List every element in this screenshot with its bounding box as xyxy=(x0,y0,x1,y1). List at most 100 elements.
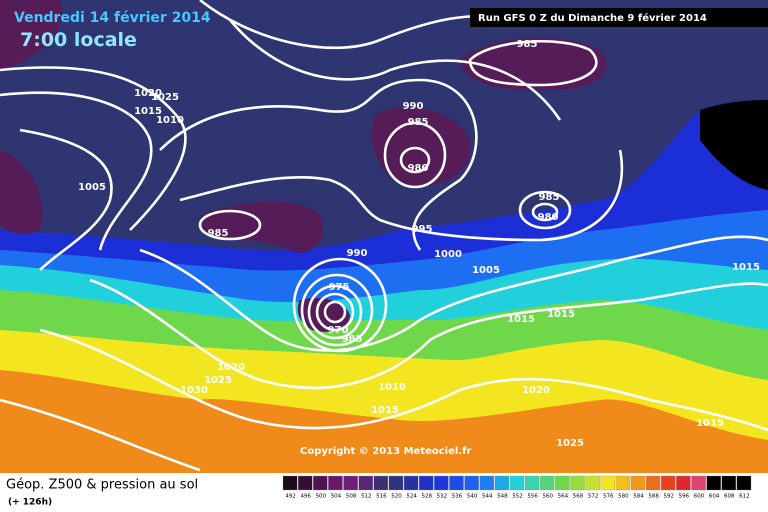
scale-swatch xyxy=(736,475,752,491)
scale-label: 596 xyxy=(679,494,690,500)
scale-swatch xyxy=(494,475,510,491)
scale-swatch xyxy=(661,475,676,491)
scale-label: 560 xyxy=(543,494,554,500)
scale-label: 492 xyxy=(285,494,296,500)
scale-label: 528 xyxy=(421,494,432,500)
scale-swatch xyxy=(600,475,615,491)
scale-swatch xyxy=(419,475,434,491)
scale-swatch xyxy=(676,475,691,491)
scale-label: 576 xyxy=(603,494,614,500)
isobar-label: 985 xyxy=(539,192,560,203)
scale-label: 496 xyxy=(300,494,311,500)
isobar-label: 995 xyxy=(412,224,433,235)
run-box xyxy=(470,8,768,27)
footer-title: Géop. Z500 & pression au sol xyxy=(6,478,198,493)
isobar-label: 1030 xyxy=(180,385,208,396)
isobar-label: 990 xyxy=(403,101,424,112)
isobar-label: 1015 xyxy=(696,418,724,429)
isobar-label: 1015 xyxy=(507,314,535,325)
scale-label: 552 xyxy=(512,494,523,500)
map-background xyxy=(0,0,768,473)
scale-label: 520 xyxy=(391,494,402,500)
scale-label: 572 xyxy=(588,494,599,500)
scale-label: 532 xyxy=(437,494,448,500)
scale-label: 540 xyxy=(467,494,478,500)
map-time: 7:00 locale xyxy=(20,29,137,51)
scale-label: 608 xyxy=(724,494,735,500)
scale-swatch xyxy=(645,475,661,491)
color-scale: 492 496 500 504 508 512 516 520 524 528 532 536 540 5… xyxy=(282,475,752,500)
isobar-label: 1005 xyxy=(472,265,500,276)
scale-swatch xyxy=(479,475,494,491)
isobar-label: 1010 xyxy=(378,382,406,393)
isobar-label: 1025 xyxy=(204,375,232,386)
scale-swatch xyxy=(449,475,464,491)
scale-swatch xyxy=(343,475,358,491)
scale-label: 604 xyxy=(709,494,720,500)
scale-swatch xyxy=(297,475,313,491)
isobar-label: 1015 xyxy=(547,309,575,320)
scale-label: 524 xyxy=(406,494,417,500)
scale-swatch xyxy=(509,475,525,491)
scale-swatch xyxy=(388,475,404,491)
scale-label: 568 xyxy=(573,494,584,500)
scale-swatch xyxy=(358,475,373,491)
scale-swatch xyxy=(434,475,449,491)
scale-label: 592 xyxy=(664,494,675,500)
scale-swatch xyxy=(313,475,328,491)
scale-label: 536 xyxy=(452,494,463,500)
isobar-label: 985 xyxy=(342,334,363,345)
scale-label: 512 xyxy=(361,494,372,500)
run-info: Run GFS 0 Z du Dimanche 9 février 2014 xyxy=(478,12,707,24)
scale-label: 504 xyxy=(331,494,342,500)
isobars xyxy=(0,0,768,472)
isobar-label: 1010 xyxy=(156,115,184,126)
scale-label: 516 xyxy=(376,494,387,500)
scale-label: 548 xyxy=(497,494,508,500)
scale-label: 564 xyxy=(558,494,569,500)
scale-label: 588 xyxy=(648,494,659,500)
scale-label: 580 xyxy=(618,494,629,500)
isobar-label: 975 xyxy=(329,282,350,293)
scale-swatch xyxy=(524,475,540,491)
scale-swatch xyxy=(540,475,555,491)
isobar-label: 1025 xyxy=(556,438,584,449)
isobar-label: 1005 xyxy=(78,182,106,193)
scale-swatch xyxy=(328,475,343,491)
scale-swatch xyxy=(706,475,721,491)
isobar-labels: 1025102010151010100598598599098598098598… xyxy=(78,39,760,449)
isobar-label: 990 xyxy=(347,248,368,259)
isobar-label: 1020 xyxy=(217,362,245,373)
scale-label: 544 xyxy=(482,494,493,500)
lead-time: (+ 126h) xyxy=(8,498,52,508)
isobar-label: 980 xyxy=(408,163,429,174)
isobar-label: 970 xyxy=(328,325,349,336)
scale-label: 508 xyxy=(346,494,357,500)
isobar-label: 1015 xyxy=(732,262,760,273)
copyright: Copyright © 2013 Meteociel.fr xyxy=(300,446,471,457)
isobar-label: 1015 xyxy=(371,405,399,416)
scale-label: 584 xyxy=(633,494,644,500)
scale-swatch xyxy=(555,475,570,491)
isobar-label: 1020 xyxy=(134,88,162,99)
scale-swatch xyxy=(585,475,600,491)
isobar-label: 985 xyxy=(208,228,229,239)
isobar-label: 1015 xyxy=(134,106,162,117)
scale-swatch xyxy=(630,475,646,491)
isobar-label: 1020 xyxy=(522,385,550,396)
scale-swatch xyxy=(403,475,419,491)
isobar-label: 985 xyxy=(517,39,538,50)
scale-swatch xyxy=(570,475,585,491)
scale-swatch xyxy=(464,475,479,491)
scale-label: 612 xyxy=(739,494,750,500)
scale-label: 500 xyxy=(316,494,327,500)
scale-swatch xyxy=(282,475,298,491)
scale-label: 600 xyxy=(694,494,705,500)
map-date: Vendredi 14 février 2014 xyxy=(14,10,211,26)
scale-swatch xyxy=(691,475,706,491)
scale-swatch xyxy=(373,475,389,491)
scale-swatch xyxy=(721,475,737,491)
scale-swatch xyxy=(615,475,631,491)
isobar-label: 980 xyxy=(538,212,559,223)
